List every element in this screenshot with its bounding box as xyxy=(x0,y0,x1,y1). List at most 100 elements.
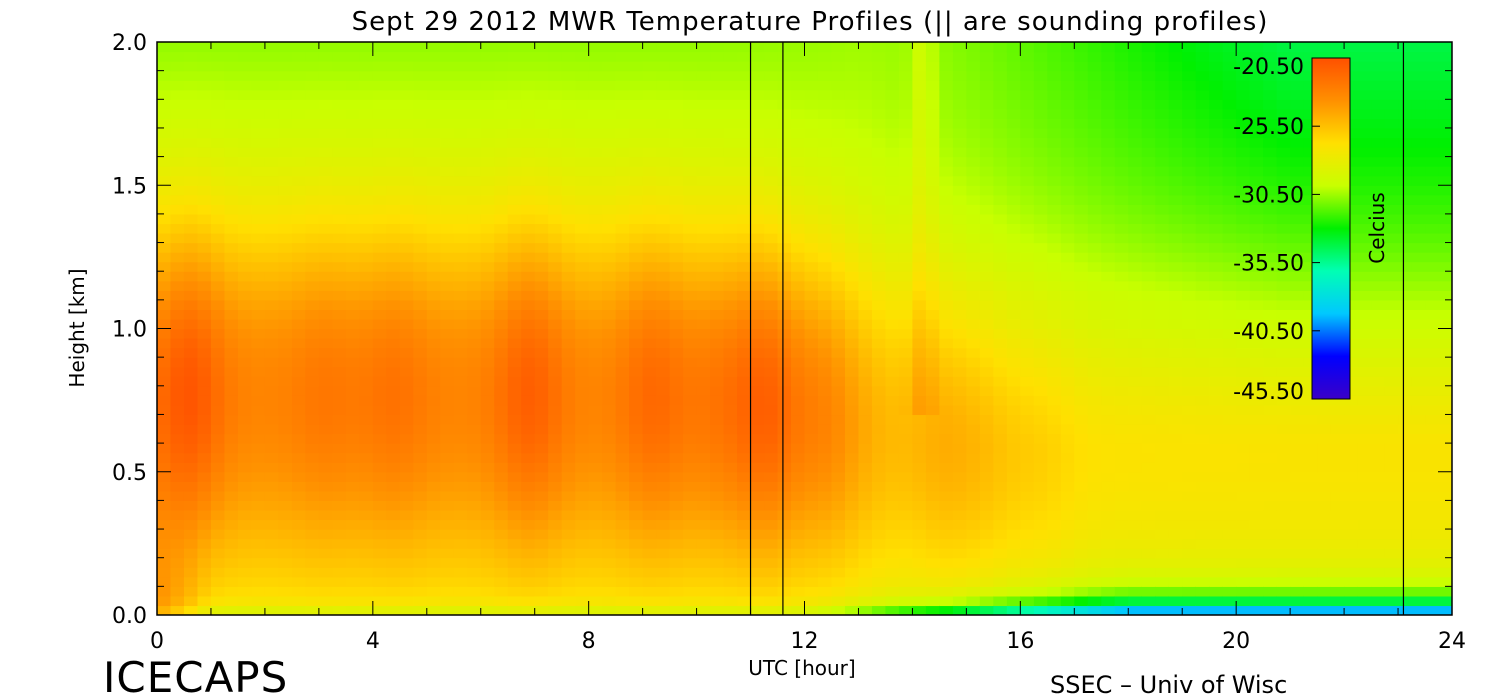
heat-cell xyxy=(979,51,994,62)
heat-cell xyxy=(548,204,563,215)
heat-cell xyxy=(979,490,994,501)
heat-cell xyxy=(197,175,212,186)
heat-cell xyxy=(966,424,981,435)
heat-cell xyxy=(642,338,657,349)
heat-cell xyxy=(1128,89,1143,100)
heat-cell xyxy=(1101,80,1116,91)
heat-cell xyxy=(264,194,280,205)
heat-cell xyxy=(1006,80,1021,91)
heat-cell xyxy=(399,481,414,492)
heat-cell xyxy=(1101,51,1116,62)
heat-cell xyxy=(898,605,914,615)
heat-cell xyxy=(952,595,967,607)
heat-cell xyxy=(817,194,833,205)
heat-cell xyxy=(264,261,280,272)
heat-cell xyxy=(453,605,468,615)
heat-cell xyxy=(656,223,671,234)
heat-cell xyxy=(656,127,671,139)
heat-cell xyxy=(1006,108,1021,119)
heat-cell xyxy=(804,404,819,416)
heat-cell xyxy=(1222,156,1237,167)
heat-cell xyxy=(332,443,347,454)
heat-cell xyxy=(1209,185,1224,196)
heat-cell xyxy=(413,166,428,177)
heat-cell xyxy=(952,89,967,100)
heat-cell xyxy=(224,127,239,139)
heat-cell xyxy=(1006,500,1021,511)
heat-cell xyxy=(561,538,576,549)
heat-cell xyxy=(1141,185,1156,196)
heat-cell xyxy=(224,404,239,416)
heat-cell xyxy=(345,443,360,454)
heat-cell xyxy=(912,586,927,597)
heat-cell xyxy=(1060,538,1075,549)
heat-cell xyxy=(939,213,954,225)
heat-cell xyxy=(844,376,860,387)
heat-cell xyxy=(494,490,509,501)
heat-cell xyxy=(615,595,630,607)
heat-cell xyxy=(710,605,725,615)
heat-cell xyxy=(467,51,482,62)
heat-cell xyxy=(170,118,185,129)
heat-cell xyxy=(1060,118,1075,129)
heat-cell xyxy=(1249,385,1264,396)
heat-cell xyxy=(264,366,280,377)
heat-cell xyxy=(575,137,590,148)
heat-cell xyxy=(1155,376,1170,387)
heat-cell xyxy=(1168,586,1183,597)
heat-cell xyxy=(453,194,468,205)
heat-cell xyxy=(1141,223,1156,234)
heat-cell xyxy=(1222,61,1237,72)
heat-cell xyxy=(615,424,630,435)
heat-cell xyxy=(278,462,293,473)
heat-cell xyxy=(224,338,239,349)
heat-cell xyxy=(440,70,455,81)
heat-cell xyxy=(669,252,684,263)
heat-cell xyxy=(615,166,630,177)
heat-cell xyxy=(750,595,765,607)
heat-cell xyxy=(386,567,401,578)
heat-cell xyxy=(1020,404,1035,416)
heat-cell xyxy=(1087,376,1102,387)
heat-cell xyxy=(764,328,779,339)
heat-cell xyxy=(521,433,536,444)
heat-cell xyxy=(1182,395,1197,406)
heat-cell xyxy=(278,309,293,320)
heat-cell xyxy=(1128,500,1143,511)
heat-cell xyxy=(898,175,914,186)
heat-cell xyxy=(494,233,509,244)
heat-cell xyxy=(804,233,819,244)
heat-cell xyxy=(669,51,684,62)
heat-cell xyxy=(494,51,509,62)
heat-cell xyxy=(1047,500,1062,511)
heat-cell xyxy=(1114,424,1129,435)
heat-cell xyxy=(642,108,657,119)
heat-cell xyxy=(898,366,914,377)
heat-cell xyxy=(1087,452,1102,463)
heat-cell xyxy=(210,385,226,396)
heat-cell xyxy=(993,509,1008,521)
heat-cell xyxy=(1182,70,1197,81)
heat-cell xyxy=(750,452,765,463)
heat-cell xyxy=(426,166,441,177)
heat-cell xyxy=(993,89,1008,100)
heat-cell xyxy=(993,548,1008,559)
heat-cell xyxy=(1060,108,1075,119)
heat-cell xyxy=(1033,538,1048,549)
heat-cell xyxy=(737,89,752,100)
heat-cell xyxy=(1168,213,1183,225)
heat-cell xyxy=(696,404,711,416)
heat-cell xyxy=(817,576,833,587)
heat-cell xyxy=(1249,252,1264,263)
heat-cell xyxy=(1195,299,1210,310)
heat-cell xyxy=(696,424,711,435)
heat-cell xyxy=(413,490,428,501)
heat-cell xyxy=(305,595,320,607)
heat-cell xyxy=(858,357,873,368)
heat-cell xyxy=(521,290,536,301)
heat-cell xyxy=(251,443,266,454)
heat-cell xyxy=(912,605,927,615)
heat-cell xyxy=(844,89,860,100)
heat-cell xyxy=(831,194,846,205)
heat-cell xyxy=(291,529,306,540)
